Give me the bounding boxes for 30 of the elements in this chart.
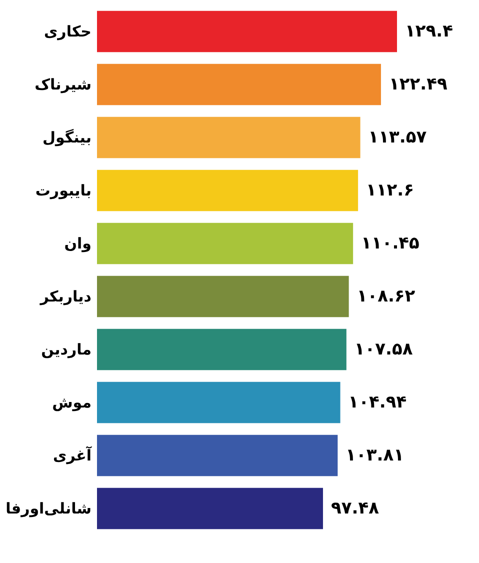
y-tick-label: شیرناک <box>34 76 92 94</box>
data-label: ۱۰۳.۸۱ <box>346 446 404 466</box>
data-label: ۱۲۹.۴ <box>405 22 453 42</box>
data-label: ۱۱۰.۴۵ <box>361 234 420 254</box>
y-tick-label: بینگول <box>42 128 92 146</box>
y-tick-label: موش <box>52 394 92 412</box>
bar <box>97 170 358 212</box>
bar <box>97 116 360 158</box>
bar <box>97 434 338 476</box>
y-tick-label: دیاربکر <box>39 288 92 306</box>
bar <box>97 328 346 370</box>
y-tick-label: ماردین <box>41 340 92 358</box>
bar <box>97 488 323 530</box>
data-label: ۱۰۸.۶۲ <box>356 286 416 306</box>
y-tick-label: بایبورت <box>35 182 92 200</box>
y-tick-label: آغری <box>53 446 92 464</box>
bar <box>97 382 340 424</box>
y-tick-label: حکاری <box>44 22 92 40</box>
y-tick-label: وان <box>64 234 92 252</box>
bar <box>97 222 354 264</box>
y-tick-label: شانلی‌اورفا <box>6 500 92 518</box>
data-label: ۱۱۳.۵۷ <box>368 128 428 148</box>
data-label: ۱۰۷.۵۸ <box>354 340 414 360</box>
data-label: ۱۰۴.۹۴ <box>348 392 407 412</box>
data-label: ۱۲۲.۴۹ <box>388 74 448 94</box>
data-label: ۱۱۲.۶ <box>366 180 414 200</box>
data-label: ۹۷.۴۸ <box>330 498 380 518</box>
bar <box>97 276 349 318</box>
bar <box>97 64 381 106</box>
bar <box>97 10 397 52</box>
